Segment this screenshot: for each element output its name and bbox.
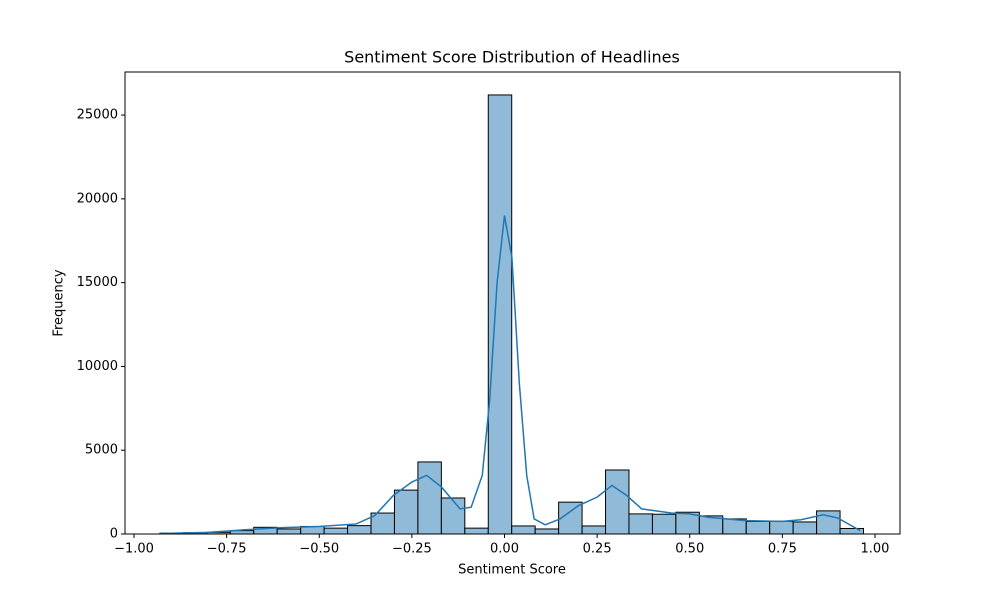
x-tick-label: −1.00 [114, 542, 154, 557]
x-axis-label: Sentiment Score [458, 563, 566, 578]
bar [440, 497, 466, 535]
bar [745, 520, 771, 535]
bar [769, 520, 794, 535]
bar [722, 518, 747, 535]
bar [534, 528, 560, 535]
bar [581, 525, 607, 535]
x-tick-label: 1.00 [861, 542, 890, 557]
y-tick-label: 15000 [77, 275, 118, 290]
y-tick-label: 20000 [77, 191, 118, 206]
bar [417, 461, 442, 535]
bar [628, 513, 653, 535]
bar [464, 527, 489, 535]
chart-title: Sentiment Score Distribution of Headline… [344, 48, 680, 67]
bar [839, 527, 865, 535]
y-tick-label: 0 [110, 527, 118, 542]
x-tick-label: −0.25 [392, 542, 432, 557]
x-tick-label: 0.00 [490, 542, 519, 557]
plot-frame [124, 71, 901, 535]
bar [792, 521, 818, 535]
kde-line [159, 215, 861, 535]
y-tick-label: 5000 [85, 443, 118, 458]
y-tick-label: 25000 [77, 108, 118, 123]
bar [347, 525, 372, 535]
bar [511, 525, 536, 535]
x-tick-label: 0.50 [675, 542, 704, 557]
bar [816, 510, 841, 535]
y-tick-label: 10000 [77, 359, 118, 374]
y-axis-label: Frequency [52, 269, 67, 336]
x-tick-label: 0.25 [583, 542, 612, 557]
bar [393, 489, 419, 535]
bar [276, 528, 302, 535]
bar [651, 513, 677, 535]
bar [487, 94, 513, 535]
x-tick-label: −0.75 [207, 542, 247, 557]
x-tick-label: 0.75 [768, 542, 797, 557]
x-tick-label: −0.50 [299, 542, 339, 557]
bar [605, 469, 630, 535]
bar [323, 527, 349, 535]
